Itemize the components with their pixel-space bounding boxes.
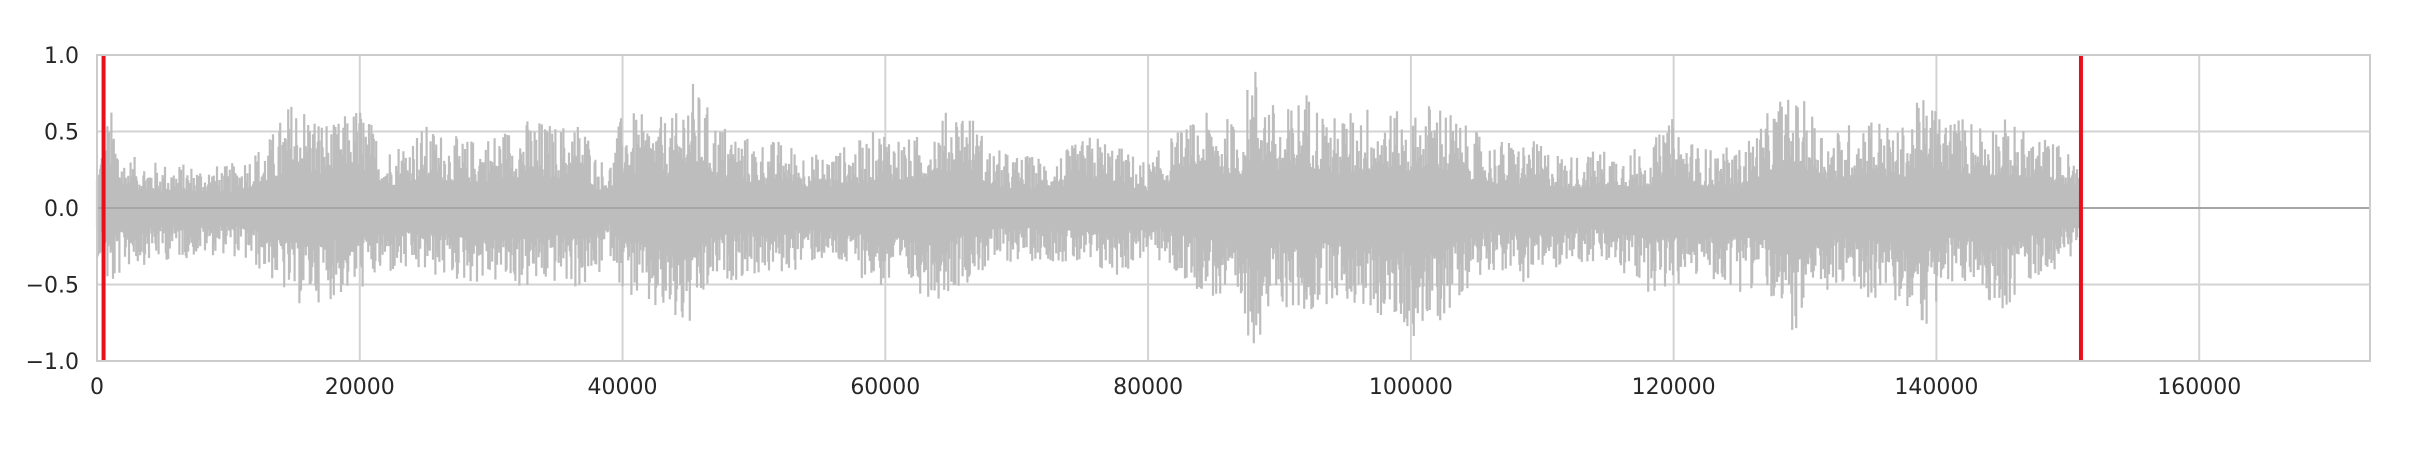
marker-layer	[101, 55, 2083, 361]
x-tick-label: 140000	[1894, 375, 1978, 400]
y-axis-ticks: 1.0 0.5 0.0 −0.5 −1.0	[26, 44, 79, 375]
x-tick-label: 160000	[2157, 375, 2241, 400]
x-tick-label: 40000	[588, 375, 658, 400]
y-tick-label: 1.0	[44, 44, 79, 69]
x-tick-label: 60000	[850, 375, 920, 400]
y-tick-label: 0.5	[44, 121, 79, 146]
x-tick-label: 0	[90, 375, 104, 400]
x-tick-label: 80000	[1113, 375, 1183, 400]
y-tick-label: 0.0	[44, 197, 79, 222]
y-tick-label: −0.5	[26, 274, 79, 299]
y-tick-label: −1.0	[26, 350, 79, 375]
axes-frame	[96, 54, 2371, 362]
plot-frame	[96, 54, 2371, 362]
x-tick-label: 20000	[325, 375, 395, 400]
x-axis-ticks: 0 20000 40000 60000 80000 100000 120000 140000 1…	[90, 375, 2241, 400]
x-tick-label: 100000	[1369, 375, 1453, 400]
x-tick-label: 120000	[1632, 375, 1716, 400]
